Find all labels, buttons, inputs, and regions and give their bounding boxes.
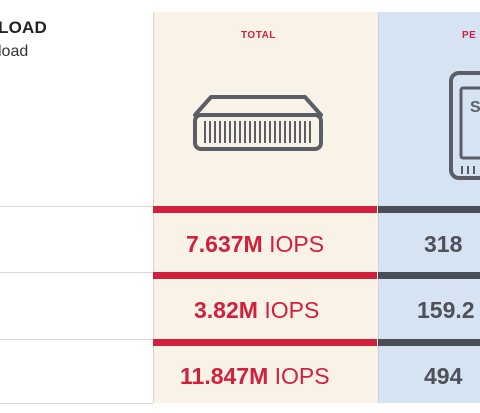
total-row-bar (153, 339, 377, 346)
server-appliance-icon (193, 95, 323, 151)
total-unit: IOPS (269, 231, 325, 257)
total-value-cell: 7.637M IOPS (186, 230, 324, 258)
total-row-bar (153, 272, 377, 279)
per-row-bar (378, 339, 480, 346)
row-separator (0, 272, 153, 273)
workload-subtitle: load (0, 43, 29, 60)
total-column-label: TOTAL (241, 30, 276, 41)
svg-text:S: S (470, 99, 480, 116)
total-value: 7.637M (186, 231, 263, 257)
total-value: 3.82M (194, 297, 258, 323)
workload-title: LOAD (0, 18, 47, 37)
total-value-cell: 11.847M IOPS (180, 362, 330, 390)
per-row-bar (378, 272, 480, 279)
total-value: 11.847M (180, 363, 269, 389)
per-value: 159.2 (417, 297, 475, 323)
total-unit: IOPS (274, 363, 330, 389)
per-value: 494 (424, 363, 463, 389)
row-separator (0, 403, 153, 404)
per-row-bar (378, 206, 480, 213)
row-separator (0, 206, 153, 207)
total-unit: IOPS (264, 297, 320, 323)
per-value: 318 (424, 231, 463, 257)
per-column-label: PE (462, 30, 477, 41)
total-value-cell: 3.82M IOPS (194, 296, 319, 324)
row-separator (0, 339, 153, 340)
ssd-drive-icon: S (449, 71, 480, 180)
row-header-cell: LOAD load (0, 0, 153, 206)
total-row-bar (153, 206, 377, 213)
